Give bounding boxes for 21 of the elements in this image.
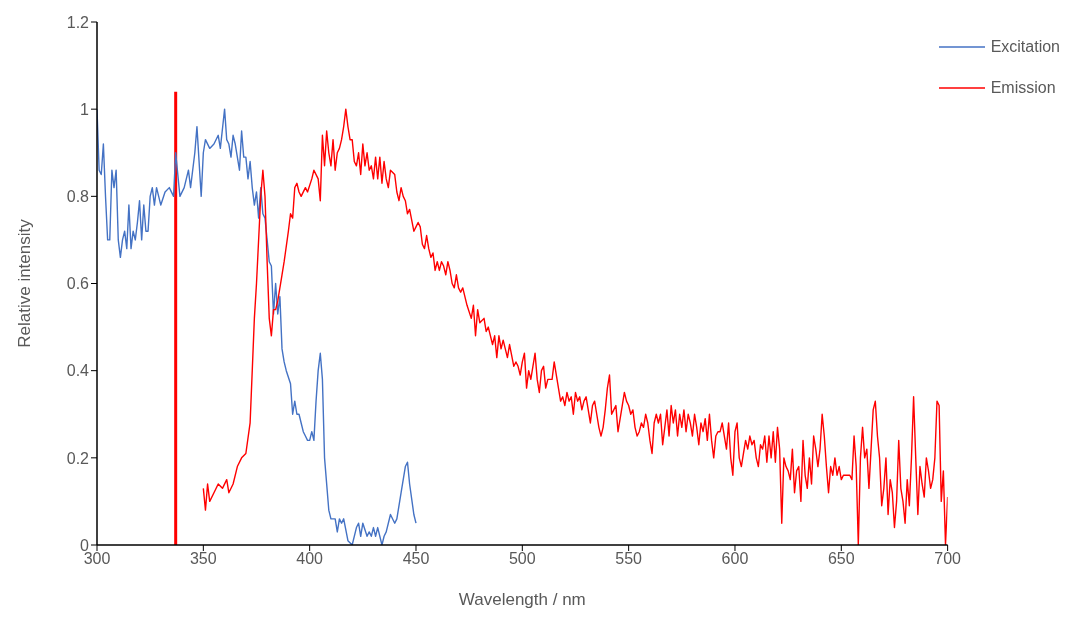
x-tick-label: 450 [402,550,430,568]
y-tick-label: 1.2 [66,13,90,31]
line-series [202,108,948,545]
y-tick-label: 0.4 [66,362,90,380]
y-axis-title: Relative intensity [15,218,35,348]
x-tick-label: 500 [508,550,536,568]
y-tick-label: 0.2 [66,449,90,467]
x-tick-label: 350 [189,550,217,568]
line-series [97,108,417,545]
x-tick-label: 300 [83,550,111,568]
x-tick-label: 600 [721,550,749,568]
x-axis-title: Wavelength / nm [458,590,586,609]
legend-label: Emission [990,78,1056,97]
y-tick-label: 0.6 [66,275,90,293]
legend-label: Excitation [990,37,1060,56]
x-tick-label: 650 [827,550,855,568]
x-tick-label: 400 [296,550,324,568]
y-tick-label: 1 [80,100,90,118]
x-tick-label: 700 [934,550,962,568]
y-tick-label: 0.8 [66,188,90,206]
x-tick-label: 550 [615,550,643,568]
